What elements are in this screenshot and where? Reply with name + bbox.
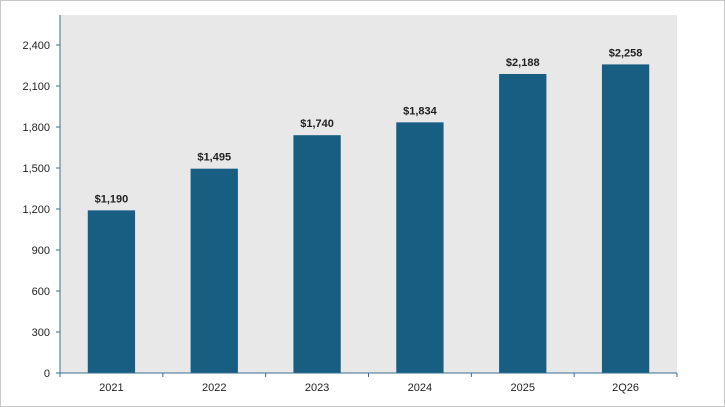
x-tick-label: 2021 bbox=[99, 382, 123, 394]
data-label: $1,190 bbox=[95, 193, 129, 205]
plot-area bbox=[60, 15, 677, 373]
bar bbox=[499, 73, 547, 374]
bar bbox=[293, 135, 341, 373]
data-label: $2,258 bbox=[609, 47, 643, 59]
data-label: $1,495 bbox=[197, 152, 231, 164]
data-label: $2,188 bbox=[506, 57, 540, 69]
bar bbox=[87, 210, 136, 373]
y-tick-label: 900 bbox=[32, 245, 50, 257]
x-tick-label: 2Q26 bbox=[612, 382, 639, 394]
y-tick-label: 2,400 bbox=[22, 40, 50, 52]
y-tick-label: 2,100 bbox=[22, 81, 50, 93]
data-label: $1,740 bbox=[300, 118, 334, 130]
x-tick-label: 2022 bbox=[202, 382, 226, 394]
x-tick-label: 2025 bbox=[511, 382, 535, 394]
bar bbox=[601, 64, 650, 373]
x-tick-label: 2024 bbox=[408, 382, 432, 394]
bars: $1,190 $1,495 $1,740 $1,834 $2,188 $2,258 bbox=[87, 47, 650, 374]
y-tick-label: 600 bbox=[32, 286, 50, 298]
y-axis-ticks: 0 300 600 900 1,200 1,500 1,800 2,100 2,400 bbox=[22, 40, 60, 380]
y-tick-label: 0 bbox=[44, 368, 50, 380]
y-tick-label: 1,500 bbox=[22, 163, 50, 175]
x-tick-label: 2023 bbox=[305, 382, 329, 394]
y-tick-label: 1,200 bbox=[22, 204, 50, 216]
bar bbox=[190, 168, 238, 373]
bar bbox=[396, 122, 444, 373]
x-axis-ticks: 2021 2022 2023 2024 2025 2Q26 bbox=[59, 373, 678, 394]
data-label: $1,834 bbox=[403, 105, 438, 117]
y-tick-label: 300 bbox=[32, 327, 50, 339]
y-tick-label: 1,800 bbox=[22, 122, 50, 134]
